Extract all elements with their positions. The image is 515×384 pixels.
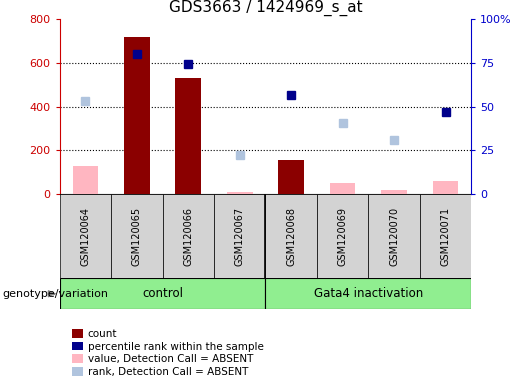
Bar (60, 278, 266, 309)
Bar (111, 194, 163, 278)
Bar (227, 192, 253, 194)
Bar (73, 166, 98, 194)
Bar (433, 181, 458, 194)
Bar (163, 194, 214, 278)
Text: genotype/variation: genotype/variation (3, 289, 109, 299)
Bar (330, 183, 355, 194)
Text: GSM120064: GSM120064 (80, 207, 91, 266)
Title: GDS3663 / 1424969_s_at: GDS3663 / 1424969_s_at (169, 0, 362, 17)
Text: GSM120071: GSM120071 (440, 207, 451, 266)
Bar (124, 37, 150, 194)
Bar (214, 194, 266, 278)
Bar (381, 190, 407, 194)
Legend: count, percentile rank within the sample, value, Detection Call = ABSENT, rank, : count, percentile rank within the sample… (72, 329, 264, 377)
Text: control: control (142, 287, 183, 300)
Text: GSM120068: GSM120068 (286, 207, 296, 266)
Bar (266, 278, 471, 309)
Text: Gata4 inactivation: Gata4 inactivation (314, 287, 423, 300)
Text: GSM120066: GSM120066 (183, 207, 193, 266)
Bar (420, 194, 471, 278)
Bar (266, 194, 317, 278)
Text: GSM120070: GSM120070 (389, 207, 399, 266)
Text: GSM120067: GSM120067 (235, 207, 245, 266)
Bar (60, 194, 111, 278)
Bar (368, 194, 420, 278)
Text: GSM120065: GSM120065 (132, 207, 142, 266)
Bar (278, 160, 304, 194)
Bar (176, 78, 201, 194)
Bar (317, 194, 368, 278)
Text: GSM120069: GSM120069 (338, 207, 348, 266)
